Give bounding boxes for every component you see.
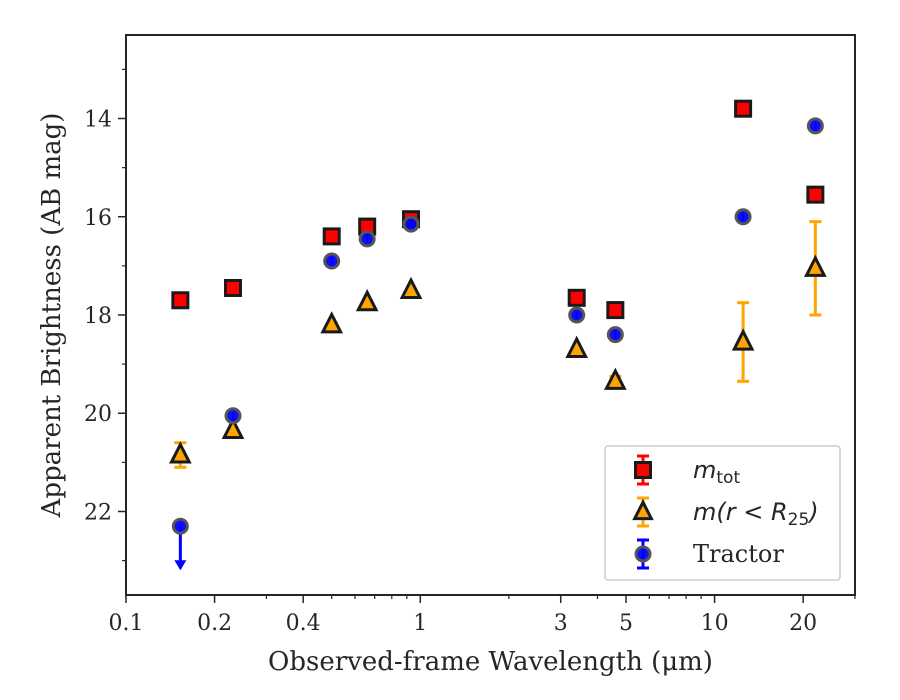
data-point [804,254,827,277]
data-point [606,301,625,320]
data-point [355,288,379,312]
data-point [221,416,245,439]
x-axis: 0.1 0.2 0.4 1 3 5 10 20 [109,595,856,636]
legend-label-tail: ) [807,498,818,526]
legend-label-main: m [693,456,716,484]
legend-label-subscript: tot [716,468,740,488]
data-point [322,227,341,246]
data-point [734,99,753,118]
data-point [604,367,627,390]
data-point [731,328,755,351]
y-tick-label: 18 [84,304,112,329]
data-marks [169,99,827,571]
y-axis: 14 16 18 20 22 [84,68,126,562]
x-tick-label: 1 [413,611,427,636]
legend-box [604,445,841,581]
x-tick-label: 5 [619,611,633,636]
x-tick-label: 10 [701,611,729,636]
data-point [320,311,344,334]
data-point [169,441,192,464]
legend-marker [632,498,654,521]
x-tick-label: 0.1 [109,611,144,636]
series-square [171,99,825,320]
legend-label: Tractor [693,540,784,568]
upper-limit-arrowhead [174,560,187,571]
series-circle [171,117,824,571]
x-tick-label: 0.4 [286,611,321,636]
legend-marker [634,461,652,479]
data-point [224,278,243,297]
data-point [171,517,189,535]
y-tick-label: 14 [84,108,112,133]
data-point [399,276,423,299]
series-triangle [169,220,827,469]
y-tick-label: 16 [84,206,112,231]
legend-label-main: m(r < R [693,498,788,526]
legend: mtot m(r < R25) Tractor [604,445,841,581]
x-tick-label: 20 [789,611,817,636]
data-point [567,288,586,307]
data-point [806,185,825,204]
x-tick-label: 0.2 [197,611,232,636]
data-point [171,291,190,310]
data-point [565,335,589,358]
x-axis-label: Observed-frame Wavelength (μm) [268,647,713,677]
x-tick-label: 3 [554,611,568,636]
y-tick-label: 20 [84,402,112,427]
legend-label: mtot [693,456,740,488]
legend-marker [634,545,652,563]
y-axis-label: Apparent Brightness (AB mag) [37,113,67,519]
legend-label-subscript: 25 [788,510,810,530]
legend-label: m(r < R25) [693,498,819,530]
y-tick-label: 22 [84,500,112,525]
